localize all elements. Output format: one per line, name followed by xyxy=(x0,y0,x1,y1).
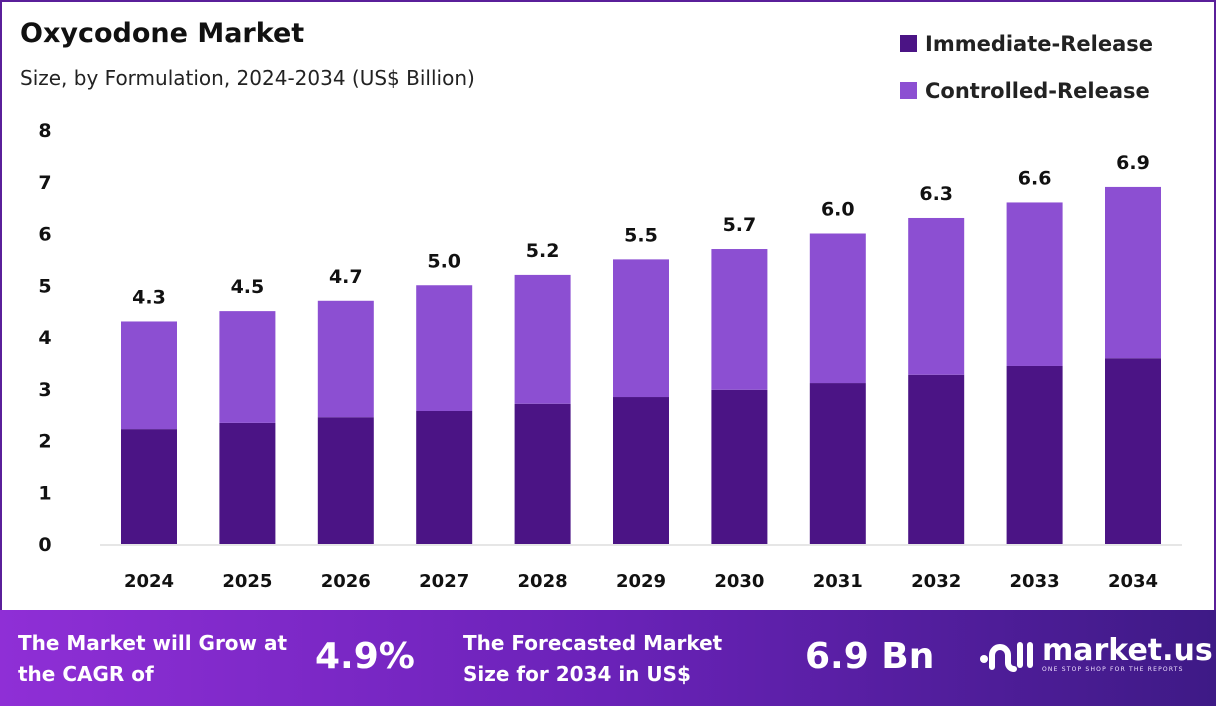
total-label: 5.5 xyxy=(624,224,658,246)
legend-item-controlled: Controlled-Release xyxy=(900,67,1153,114)
logo-tagline: ONE STOP SHOP FOR THE REPORTS xyxy=(1042,666,1184,673)
x-tick-label: 2027 xyxy=(419,571,469,592)
y-tick-label: 1 xyxy=(38,482,51,504)
bar-controlled-2028 xyxy=(514,274,571,404)
stacked-bar-chart: 0 1 2 3 4 5 6 7 8 4.3 2024 4.5 2025 4.7 2026 5.0 2027 5.2… xyxy=(38,120,1182,592)
total-label: 6.6 xyxy=(1018,167,1052,189)
bar-controlled-2029 xyxy=(613,259,669,398)
x-tick-label: 2034 xyxy=(1108,571,1158,592)
x-tick-label: 2024 xyxy=(124,571,174,592)
bar-controlled-2026 xyxy=(317,300,374,418)
bar-controlled-2025 xyxy=(219,311,276,423)
legend-label: Immediate-Release xyxy=(925,31,1153,56)
total-label: 4.3 xyxy=(132,286,166,308)
legend-swatch xyxy=(900,35,917,52)
y-tick-label: 3 xyxy=(38,379,51,401)
y-tick-label: 7 xyxy=(38,172,51,194)
bar-controlled-2027 xyxy=(416,285,473,412)
legend-label: Controlled-Release xyxy=(925,78,1150,103)
bar-immediate-2034 xyxy=(1105,358,1161,544)
footer-banner: The Market will Grow at the CAGR of 4.9%… xyxy=(0,610,1216,706)
legend: Immediate-Release Controlled-Release xyxy=(900,20,1153,114)
legend-swatch xyxy=(900,82,917,99)
cagr-value: 4.9% xyxy=(315,636,415,677)
bar-immediate-2028 xyxy=(514,403,571,544)
chart-subtitle: Size, by Formulation, 2024-2034 (US$ Bil… xyxy=(20,66,475,90)
x-tick-label: 2032 xyxy=(911,571,961,592)
total-label: 4.5 xyxy=(231,276,265,298)
bar-immediate-2027 xyxy=(416,411,473,544)
bar-controlled-2030 xyxy=(711,249,768,390)
bar-immediate-2033 xyxy=(1006,365,1063,544)
total-label: 5.7 xyxy=(723,214,757,236)
forecast-value: 6.9 Bn xyxy=(805,636,935,677)
bar-immediate-2024 xyxy=(121,429,177,544)
y-tick-label: 5 xyxy=(38,275,51,297)
logo-text: market.us xyxy=(1042,633,1213,668)
total-label: 6.3 xyxy=(919,183,953,205)
x-tick-label: 2025 xyxy=(222,571,272,592)
total-label: 6.0 xyxy=(821,199,855,221)
x-tick-label: 2028 xyxy=(518,571,568,592)
bar-immediate-2032 xyxy=(908,374,965,544)
x-tick-label: 2030 xyxy=(714,571,764,592)
total-label: 5.2 xyxy=(526,240,560,262)
y-tick-label: 4 xyxy=(38,327,51,349)
cagr-label: The Market will Grow at the CAGR of xyxy=(18,631,288,686)
y-tick-label: 2 xyxy=(38,431,51,453)
logo-icon xyxy=(980,641,1033,672)
bar-immediate-2031 xyxy=(809,383,866,544)
bar-immediate-2030 xyxy=(711,389,768,544)
y-tick-label: 6 xyxy=(38,224,51,246)
bar-controlled-2033 xyxy=(1006,202,1063,366)
bar-immediate-2026 xyxy=(317,417,374,544)
y-tick-label: 0 xyxy=(38,534,51,556)
x-tick-label: 2029 xyxy=(616,571,666,592)
market-us-logo: market.us ONE STOP SHOP FOR THE REPORTS xyxy=(978,636,1213,673)
bar-controlled-2024 xyxy=(121,321,177,430)
x-tick-label: 2033 xyxy=(1010,571,1060,592)
total-label: 5.0 xyxy=(427,250,461,272)
bar-controlled-2031 xyxy=(809,233,866,384)
total-label: 4.7 xyxy=(329,266,363,288)
chart-title: Oxycodone Market xyxy=(20,18,305,49)
bar-controlled-2034 xyxy=(1105,186,1161,359)
bar-immediate-2029 xyxy=(613,397,669,544)
total-label: 6.9 xyxy=(1116,152,1150,174)
bar-immediate-2025 xyxy=(219,422,276,544)
y-tick-label: 8 xyxy=(38,120,51,142)
bar-controlled-2032 xyxy=(908,217,965,375)
legend-item-immediate: Immediate-Release xyxy=(900,20,1153,67)
x-tick-label: 2031 xyxy=(813,571,863,592)
x-tick-label: 2026 xyxy=(321,571,371,592)
forecast-label: The Forecasted Market Size for 2034 in U… xyxy=(463,631,723,686)
